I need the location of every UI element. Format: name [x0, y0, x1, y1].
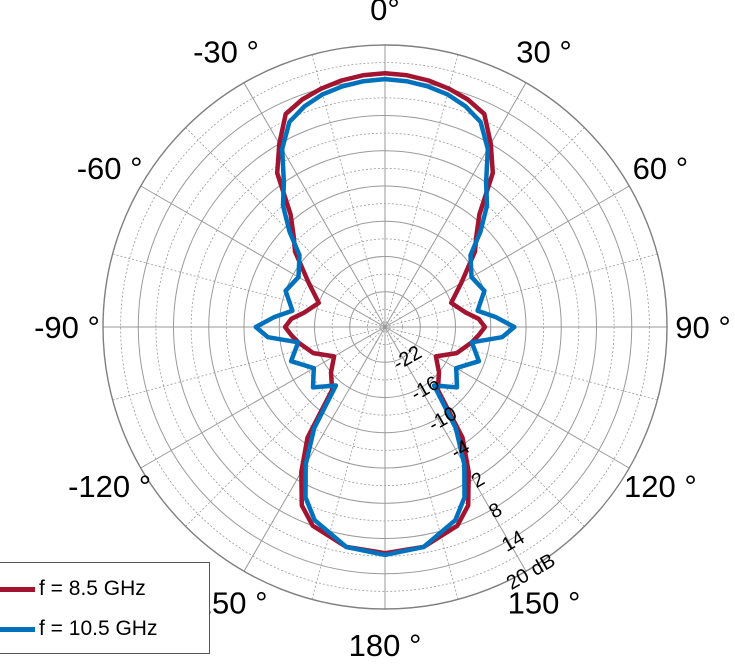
theta-tick-label: -30 ° — [193, 35, 259, 70]
angular-tick-labels: 0°30 °60 °90 °120 °150 °180 °-150 °-120 … — [34, 0, 731, 663]
legend: f = 8.5 GHz f = 10.5 GHz — [0, 562, 210, 654]
grid-spoke-major — [384, 185, 630, 328]
theta-tick-label: 60 ° — [633, 151, 689, 186]
grid-spoke-minor — [311, 326, 386, 600]
grid-spoke-minor — [185, 127, 386, 328]
grid-spoke-major — [384, 82, 527, 328]
theta-tick-label: 120 ° — [624, 469, 697, 504]
legend-item-10-5ghz: f = 10.5 GHz — [0, 614, 157, 644]
theta-tick-label: 90 ° — [675, 310, 731, 345]
theta-tick-label: 30 ° — [516, 35, 572, 70]
grid-spoke-minor — [185, 326, 386, 527]
legend-label-8-5ghz: f = 8.5 GHz — [39, 577, 146, 600]
grid-spoke-minor — [384, 326, 459, 600]
legend-swatch-10-5ghz — [0, 626, 35, 632]
grid-spoke-major — [243, 82, 386, 328]
grid-spoke-minor — [384, 253, 658, 328]
grid-spoke-major — [140, 185, 386, 328]
series-layer — [253, 70, 517, 558]
polar-grid — [102, 44, 668, 610]
r-tick-label: -22 — [390, 342, 426, 376]
theta-tick-label: -90 ° — [34, 310, 100, 345]
grid-spoke-major — [384, 326, 527, 572]
legend-item-8-5ghz: f = 8.5 GHz — [0, 574, 146, 604]
series-line-0 — [274, 70, 496, 556]
grid-spoke-minor — [384, 127, 585, 328]
grid-spoke-minor — [384, 326, 658, 401]
theta-tick-label: 150 ° — [508, 585, 581, 620]
theta-tick-label: 180 ° — [349, 628, 422, 663]
theta-tick-label: -120 ° — [68, 469, 151, 504]
grid-spoke-major — [243, 326, 386, 572]
theta-tick-label: -60 ° — [77, 151, 143, 186]
legend-label-10-5ghz: f = 10.5 GHz — [39, 617, 158, 640]
grid-spoke-minor — [384, 326, 585, 527]
theta-tick-label: 0° — [370, 0, 400, 27]
grid-spoke-major — [140, 326, 386, 469]
grid-spoke-minor — [112, 326, 386, 401]
grid-spoke-minor — [311, 54, 386, 328]
legend-swatch-8-5ghz — [0, 586, 35, 592]
grid-spoke-minor — [384, 54, 459, 328]
grid-spoke-major — [384, 326, 630, 469]
series-line-1 — [253, 76, 517, 558]
grid-spoke-minor — [112, 253, 386, 328]
outer-circle — [102, 44, 668, 610]
